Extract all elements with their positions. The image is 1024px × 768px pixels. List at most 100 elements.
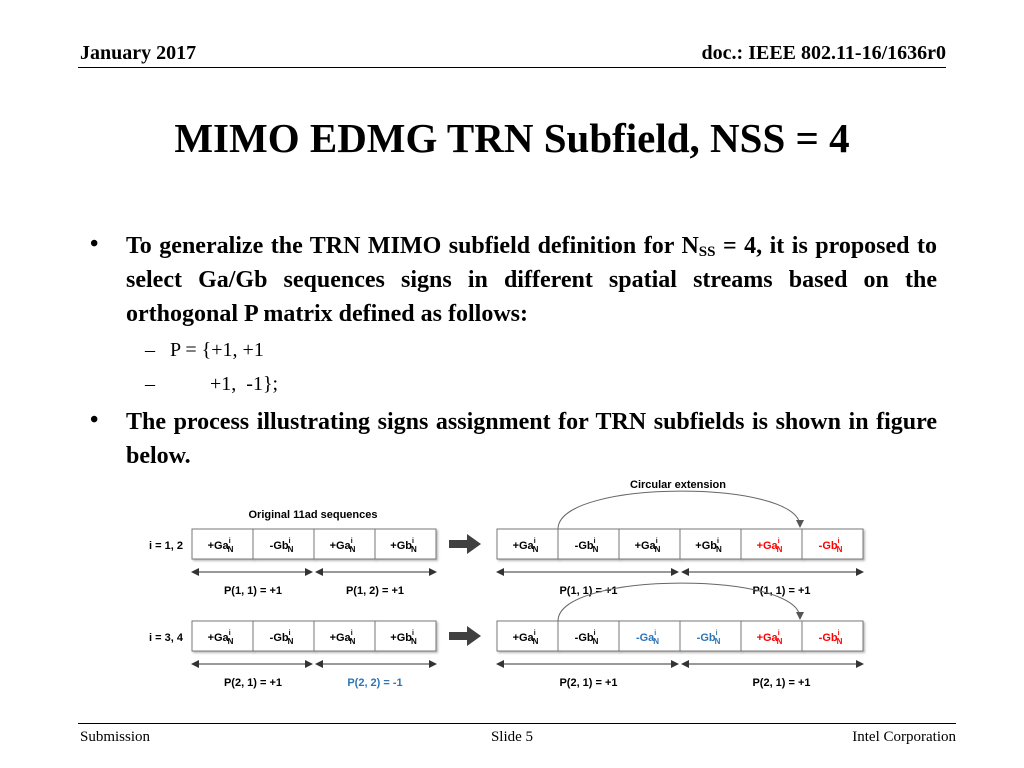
row-label: i = 3, 4 bbox=[149, 632, 184, 644]
circular-extension-label: Circular extension bbox=[630, 479, 726, 491]
cell-sign: +Ga bbox=[330, 632, 352, 644]
sequence-cell bbox=[801, 620, 864, 652]
cell-sign: +Ga bbox=[208, 540, 230, 552]
original-sequences-label: Original 11ad sequences bbox=[248, 509, 377, 521]
sequence-cell-label: -Gai N bbox=[636, 630, 659, 646]
cell-subscript: N bbox=[350, 637, 356, 646]
p-matrix-label: P(1, 1) = +1 bbox=[752, 585, 810, 597]
cell-sign: +Gb bbox=[390, 540, 412, 552]
cell-sign: -Gb bbox=[819, 540, 838, 552]
cell-sign: +Ga bbox=[208, 632, 230, 644]
slide-title: MIMO EDMG TRN Subfield, NSS = 4 bbox=[174, 115, 850, 161]
bullet-marker-1: • bbox=[90, 231, 99, 257]
footer-divider bbox=[78, 723, 956, 724]
cell-superscript: i bbox=[534, 538, 536, 545]
bullet-1-post: = 4, it is proposed to select Ga/Gb sequ… bbox=[126, 233, 938, 327]
cell-subscript: N bbox=[533, 637, 539, 646]
sequence-cell-label: +Gai N bbox=[513, 630, 539, 646]
sequence-cell-label: +Gbi N bbox=[695, 538, 722, 554]
sequence-cell bbox=[496, 528, 559, 560]
cell-sign: +Ga bbox=[513, 632, 535, 644]
cell-sign: +Gb bbox=[390, 632, 412, 644]
cell-superscript: i bbox=[534, 630, 536, 637]
cell-superscript: i bbox=[654, 630, 656, 637]
subbullet-dash-1: – bbox=[145, 339, 155, 361]
transform-arrow bbox=[449, 534, 481, 554]
sequence-cell-label: -Gbi N bbox=[575, 630, 599, 646]
cell-subscript: N bbox=[411, 545, 417, 554]
sequence-cell-label: -Gbi N bbox=[697, 630, 721, 646]
sequence-cell-label: -Gbi N bbox=[575, 538, 599, 554]
cell-subscript: N bbox=[411, 637, 417, 646]
sequence-cell-label: +Gai N bbox=[208, 630, 234, 646]
sequence-cell-label: +Gai N bbox=[330, 630, 356, 646]
cell-sign: +Ga bbox=[757, 632, 779, 644]
p-matrix-label: P(1, 1) = +1 bbox=[559, 585, 617, 597]
sequence-cell bbox=[374, 620, 437, 652]
subbullet-dash-2: – bbox=[145, 373, 155, 395]
cell-subscript: N bbox=[837, 637, 843, 646]
sequence-cell bbox=[618, 528, 681, 560]
cell-superscript: i bbox=[289, 630, 291, 637]
footer-slide-number: Slide 5 bbox=[490, 729, 534, 745]
sequence-cell-label: -Gbi N bbox=[819, 630, 843, 646]
p-matrix-label: P(2, 1) = +1 bbox=[752, 677, 810, 689]
cell-subscript: N bbox=[715, 637, 721, 646]
cell-superscript: i bbox=[778, 630, 780, 637]
cell-sign: +Gb bbox=[695, 540, 717, 552]
cell-subscript: N bbox=[593, 545, 599, 554]
sequence-cell-label: +Gai N bbox=[330, 538, 356, 554]
cell-superscript: i bbox=[412, 538, 414, 545]
sequence-cell-label: +Gai N bbox=[757, 630, 783, 646]
cell-superscript: i bbox=[838, 538, 840, 545]
sequence-cell bbox=[679, 620, 742, 652]
bullet-1-pre: To generalize the TRN MIMO subfield defi… bbox=[126, 233, 699, 259]
cell-superscript: i bbox=[229, 538, 231, 545]
cell-superscript: i bbox=[838, 630, 840, 637]
sequence-cell-label: -Gbi N bbox=[270, 538, 294, 554]
trn-subfield-diagram: Original 11ad sequences Circular extensi… bbox=[149, 479, 864, 689]
p-matrix-label: P(1, 2) = +1 bbox=[346, 585, 404, 597]
sequence-cell bbox=[801, 528, 864, 560]
sequence-cell bbox=[252, 620, 315, 652]
p-matrix-label: P(2, 2) = -1 bbox=[347, 677, 402, 689]
cell-superscript: i bbox=[351, 538, 353, 545]
cell-sign: +Ga bbox=[757, 540, 779, 552]
cell-sign: +Ga bbox=[330, 540, 352, 552]
sequence-cell bbox=[252, 528, 315, 560]
cell-sign: +Ga bbox=[513, 540, 535, 552]
sequence-cell bbox=[618, 620, 681, 652]
cell-sign: -Gb bbox=[270, 540, 289, 552]
sequence-cell-label: -Gbi N bbox=[270, 630, 294, 646]
cell-superscript: i bbox=[594, 630, 596, 637]
cell-superscript: i bbox=[778, 538, 780, 545]
cell-subscript: N bbox=[655, 545, 661, 554]
cell-subscript: N bbox=[288, 637, 294, 646]
sequence-cell-label: +Gai N bbox=[635, 538, 661, 554]
cell-sign: -Ga bbox=[636, 632, 655, 644]
sequence-cell bbox=[374, 528, 437, 560]
cell-superscript: i bbox=[594, 538, 596, 545]
cell-subscript: N bbox=[533, 545, 539, 554]
header-divider bbox=[78, 67, 946, 68]
cell-superscript: i bbox=[351, 630, 353, 637]
circular-extension-arrow bbox=[557, 490, 804, 530]
bullet-1-sub: SS bbox=[698, 244, 716, 260]
circular-extension-arrow bbox=[557, 582, 804, 622]
cell-sign: -Gb bbox=[697, 632, 716, 644]
sequence-cell-label: -Gbi N bbox=[819, 538, 843, 554]
cell-superscript: i bbox=[717, 538, 719, 545]
footer-company: Intel Corporation bbox=[852, 729, 956, 745]
cell-sign: -Gb bbox=[819, 632, 838, 644]
sequence-cell-label: +Gai N bbox=[757, 538, 783, 554]
bullet-text-1: To generalize the TRN MIMO subfield defi… bbox=[126, 229, 937, 331]
sequence-cell-label: +Gbi N bbox=[390, 630, 417, 646]
cell-superscript: i bbox=[656, 538, 658, 545]
header-doc-id: doc.: IEEE 802.11-16/1636r0 bbox=[701, 42, 946, 64]
subbullet-text-2: +1, -1}; bbox=[170, 373, 279, 395]
cell-subscript: N bbox=[288, 545, 294, 554]
sequence-cell bbox=[313, 528, 376, 560]
cell-sign: -Gb bbox=[575, 632, 594, 644]
row-label: i = 1, 2 bbox=[149, 540, 183, 552]
cell-superscript: i bbox=[716, 630, 718, 637]
